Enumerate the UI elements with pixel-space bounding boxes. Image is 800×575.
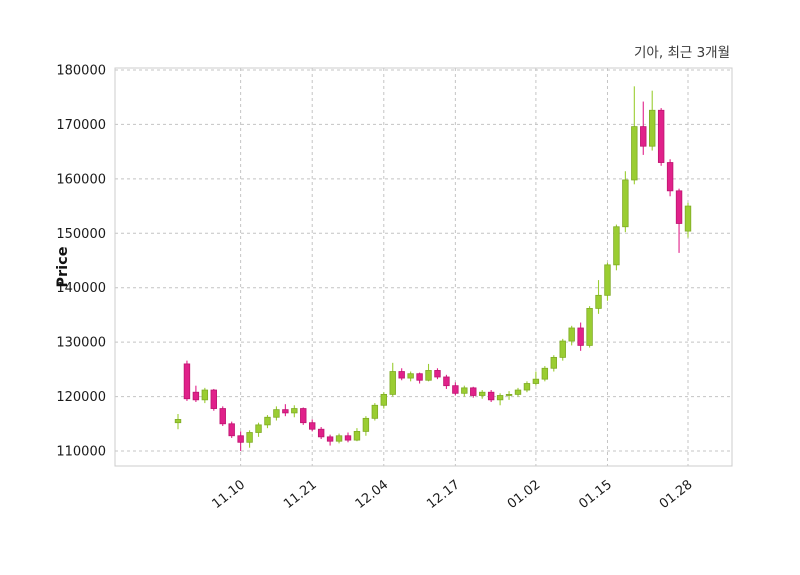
- y-tick-label: 140000: [56, 281, 106, 296]
- candle-body-down: [219, 408, 226, 425]
- candle-body-up: [371, 404, 379, 419]
- candle-body-up: [550, 356, 557, 369]
- candle-body-up: [613, 226, 620, 266]
- candle-body-down: [675, 190, 683, 224]
- x-tick-label: 12.17: [424, 477, 463, 512]
- chart-title: 기아, 최근 3개월: [634, 45, 730, 61]
- candle-body-down: [192, 391, 200, 401]
- x-tick-label: 01.02: [505, 477, 544, 512]
- candle-body-up: [246, 432, 253, 443]
- candle-body-down: [416, 373, 423, 381]
- candle-body-down: [300, 408, 307, 424]
- x-tick-label: 01.15: [576, 477, 615, 512]
- candle-body-up: [532, 378, 540, 384]
- plot-area: 110000 120000 130000 140000 150000 160000 1700…: [56, 64, 733, 512]
- x-tick-label: 12.04: [353, 477, 392, 512]
- y-tick-label: 160000: [56, 172, 106, 187]
- candle-body-up: [425, 370, 432, 381]
- plot-border: [114, 67, 733, 467]
- x-tick-label: 11.21: [281, 477, 320, 512]
- candle-body-down: [237, 435, 244, 443]
- y-tick-label: 170000: [56, 118, 106, 133]
- candle-body-up: [353, 431, 361, 441]
- candle-body-up: [649, 109, 656, 147]
- candle-body-up: [622, 179, 629, 228]
- candle-body-up: [568, 327, 575, 342]
- candle-body-up: [631, 126, 638, 181]
- candle-body-up: [273, 409, 280, 418]
- candle-body-up: [479, 391, 486, 396]
- y-tick-label: 110000: [56, 445, 106, 460]
- x-tick-label: 01.28: [657, 477, 696, 512]
- candle-body-down: [666, 162, 674, 192]
- candle-body-down: [443, 376, 450, 387]
- candle-body-down: [309, 422, 316, 430]
- y-tick-label: 130000: [56, 336, 106, 351]
- candle-body-up: [595, 294, 602, 309]
- candle-body-down: [183, 363, 191, 400]
- candle-body-up: [362, 417, 370, 432]
- candle-body-up: [586, 307, 593, 346]
- candle-body-up: [505, 393, 513, 396]
- candle-body-up: [291, 408, 298, 414]
- candle-body-down: [640, 126, 647, 147]
- candle-body-up: [335, 435, 343, 442]
- candle-body-up: [380, 393, 387, 406]
- candle-body-up: [389, 371, 396, 395]
- candle-body-up: [559, 340, 566, 358]
- y-axis-title: Price: [55, 246, 71, 287]
- candle-body-up: [496, 395, 504, 401]
- x-tick-label: 11.10: [210, 477, 249, 512]
- candle-body-up: [255, 424, 262, 433]
- candle-body-down: [228, 423, 235, 437]
- candle-body-up: [604, 264, 611, 296]
- candle-body-up: [264, 416, 271, 426]
- candle-body-up: [514, 389, 522, 395]
- candle-body-down: [398, 371, 405, 379]
- candle-body-up: [461, 387, 468, 394]
- candle-body-up: [407, 373, 414, 379]
- candle-body-down: [210, 389, 217, 409]
- candle-body-down: [452, 385, 459, 394]
- y-tick-label: 180000: [56, 64, 106, 79]
- candle-body-down: [326, 436, 334, 442]
- candle-body-down: [282, 409, 289, 414]
- candle-body-down: [487, 391, 495, 401]
- candle-body-up: [684, 205, 692, 232]
- candle-body-up: [523, 383, 531, 391]
- candle-body-up: [174, 419, 182, 424]
- candle-body-up: [541, 367, 549, 380]
- candle-body-down: [434, 370, 441, 378]
- candle-body-down: [657, 109, 665, 163]
- candle-body-down: [344, 435, 352, 441]
- candle-body-down: [577, 327, 584, 346]
- y-tick-label: 150000: [56, 227, 106, 242]
- candle-body-up: [201, 389, 209, 401]
- candle-body-down: [317, 428, 325, 438]
- y-tick-label: 120000: [56, 390, 106, 405]
- candle-body-down: [470, 387, 477, 396]
